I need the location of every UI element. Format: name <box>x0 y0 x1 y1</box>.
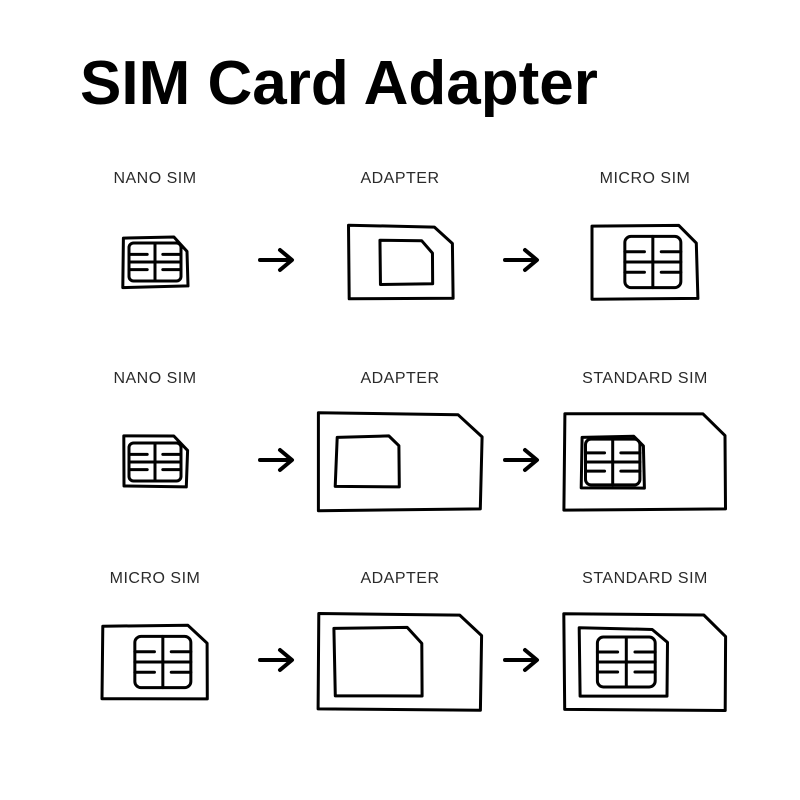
nano-sim-icon <box>119 202 191 322</box>
cell-label: STANDARD SIM <box>582 570 708 588</box>
cell-label: ADAPTER <box>360 170 439 188</box>
arrow-right-icon <box>253 600 303 720</box>
diagram-cell: NANO SIM <box>70 370 240 522</box>
diagram-cell: MICRO SIM <box>70 570 240 722</box>
diagram-row: MICRO SIM ADAPTER STANDARD SIM <box>70 570 730 722</box>
adapter-micro-icon <box>344 202 456 322</box>
arrow-right-icon <box>498 600 548 720</box>
nano-sim-icon <box>119 402 191 522</box>
standard-sim-nano-icon <box>560 402 730 522</box>
arrow-right-icon <box>498 400 548 520</box>
arrow-right-icon <box>498 200 548 320</box>
adapter-standard-nano-icon <box>315 402 485 522</box>
arrow-right-icon <box>253 200 303 320</box>
diagram-cell: NANO SIM <box>70 170 240 322</box>
standard-sim-micro-icon <box>560 602 730 722</box>
cell-label: ADAPTER <box>360 570 439 588</box>
diagram-row: NANO SIM ADAPTER STANDARD SIM <box>70 370 730 522</box>
micro-sim-icon <box>589 202 701 322</box>
cell-label: MICRO SIM <box>110 570 201 588</box>
cell-label: STANDARD SIM <box>582 370 708 388</box>
cell-label: MICRO SIM <box>600 170 691 188</box>
diagram-cell: ADAPTER <box>315 170 485 322</box>
cell-label: NANO SIM <box>113 370 196 388</box>
arrow-right-icon <box>253 400 303 520</box>
micro-sim-icon <box>99 602 211 722</box>
cell-label: ADAPTER <box>360 370 439 388</box>
diagram-cell: ADAPTER <box>315 370 485 522</box>
cell-label: NANO SIM <box>113 170 196 188</box>
adapter-standard-micro-icon <box>315 602 485 722</box>
diagram-cell: ADAPTER <box>315 570 485 722</box>
page-title: SIM Card Adapter <box>80 48 598 119</box>
diagram-rows: NANO SIM ADAPTER MICRO SIMNANO SIM ADAPT… <box>70 170 730 770</box>
diagram-cell: MICRO SIM <box>560 170 730 322</box>
diagram-cell: STANDARD SIM <box>560 570 730 722</box>
diagram-row: NANO SIM ADAPTER MICRO SIM <box>70 170 730 322</box>
diagram-cell: STANDARD SIM <box>560 370 730 522</box>
